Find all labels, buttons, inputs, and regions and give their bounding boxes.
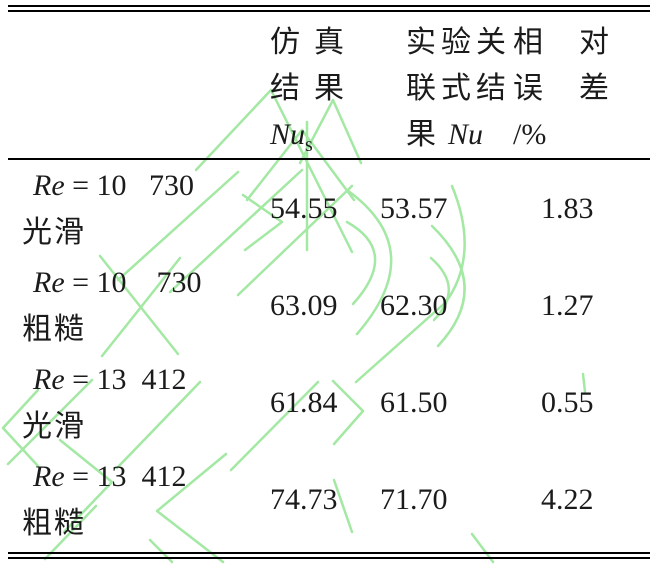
table-header-rule [8,158,650,160]
surface-label: 光滑 [22,410,86,443]
header-col-relative-error: 相对 误差 /% [485,20,650,168]
table-bottom-rule [8,552,650,559]
nu-simulation-value: 54.55 [270,191,338,225]
table-header-row: 仿真 结果 Nus 实验关 联式结 果 Nu 相对 误差 /% [8,12,650,158]
surface-label: 粗糙 [22,313,86,346]
table-row: Re = 13 412 粗糙 74.73 71.70 4.22 [8,451,650,548]
header-exp-line1: 实验关 [406,26,511,59]
relative-error-value: 1.27 [541,288,594,322]
re-symbol: Re [33,266,65,299]
nu-sim-symbol: Nu [270,118,306,151]
condition-cell: Re = 13 412 光滑 [8,354,250,451]
surface-label: 光滑 [22,216,86,249]
header-err-line1: 相对 [513,26,645,59]
nu-experimental-value: 61.50 [380,385,448,419]
re-value: = 10 730 [64,266,202,299]
re-value: = 10 730 [64,169,195,202]
header-exp-line2: 联式结 [406,72,511,105]
nu-simulation-value: 74.73 [270,482,338,516]
relative-error-value: 1.83 [541,191,594,225]
results-table: 仿真 结果 Nus 实验关 联式结 果 Nu 相对 误差 /% Re = 10 7… [8,5,650,559]
surface-label: 粗糙 [22,507,86,540]
table-row: Re = 10 730 光滑 54.55 53.57 1.83 [8,160,650,257]
header-col-condition [8,20,250,168]
nu-simulation-value: 61.84 [270,385,338,419]
re-value: = 13 412 [64,363,187,396]
nu-exp-symbol: Nu [448,118,484,151]
reynolds-label: Re = 10 730 [8,259,250,306]
condition-cell: Re = 10 730 粗糙 [8,257,250,354]
re-symbol: Re [33,363,65,396]
table-row: Re = 10 730 粗糙 63.09 62.30 1.27 [8,257,650,354]
nu-experimental-value: 62.30 [380,288,448,322]
header-col-simulation: 仿真 结果 Nus [250,20,360,168]
nu-experimental-value: 53.57 [380,191,448,225]
reynolds-label: Re = 13 412 [8,453,250,500]
table-row: Re = 13 412 光滑 61.84 61.50 0.55 [8,354,650,451]
relative-error-value: 0.55 [541,385,594,419]
table-top-rule [8,5,650,12]
reynolds-label: Re = 10 730 [8,162,250,209]
header-err-unit: /% [513,118,547,151]
header-sim-line2: 结果 [270,72,358,105]
condition-cell: Re = 13 412 粗糙 [8,451,250,548]
header-err-line2: 误差 [513,72,645,105]
header-col-experimental: 实验关 联式结 果 Nu [360,20,511,168]
header-sim-line1: 仿真 [270,26,358,59]
nu-experimental-value: 71.70 [380,482,448,516]
relative-error-value: 4.22 [541,482,594,516]
reynolds-label: Re = 13 412 [8,356,250,403]
nu-simulation-value: 63.09 [270,288,338,322]
header-exp-line3-prefix: 果 [406,118,436,151]
re-symbol: Re [33,460,65,493]
re-value: = 13 412 [64,460,187,493]
re-symbol: Re [33,169,65,202]
condition-cell: Re = 10 730 光滑 [8,160,250,257]
header-exp-symbol: 果 Nu [406,112,485,158]
header-sim-symbol: Nus [270,112,360,168]
nu-sim-subscript: s [305,134,313,156]
